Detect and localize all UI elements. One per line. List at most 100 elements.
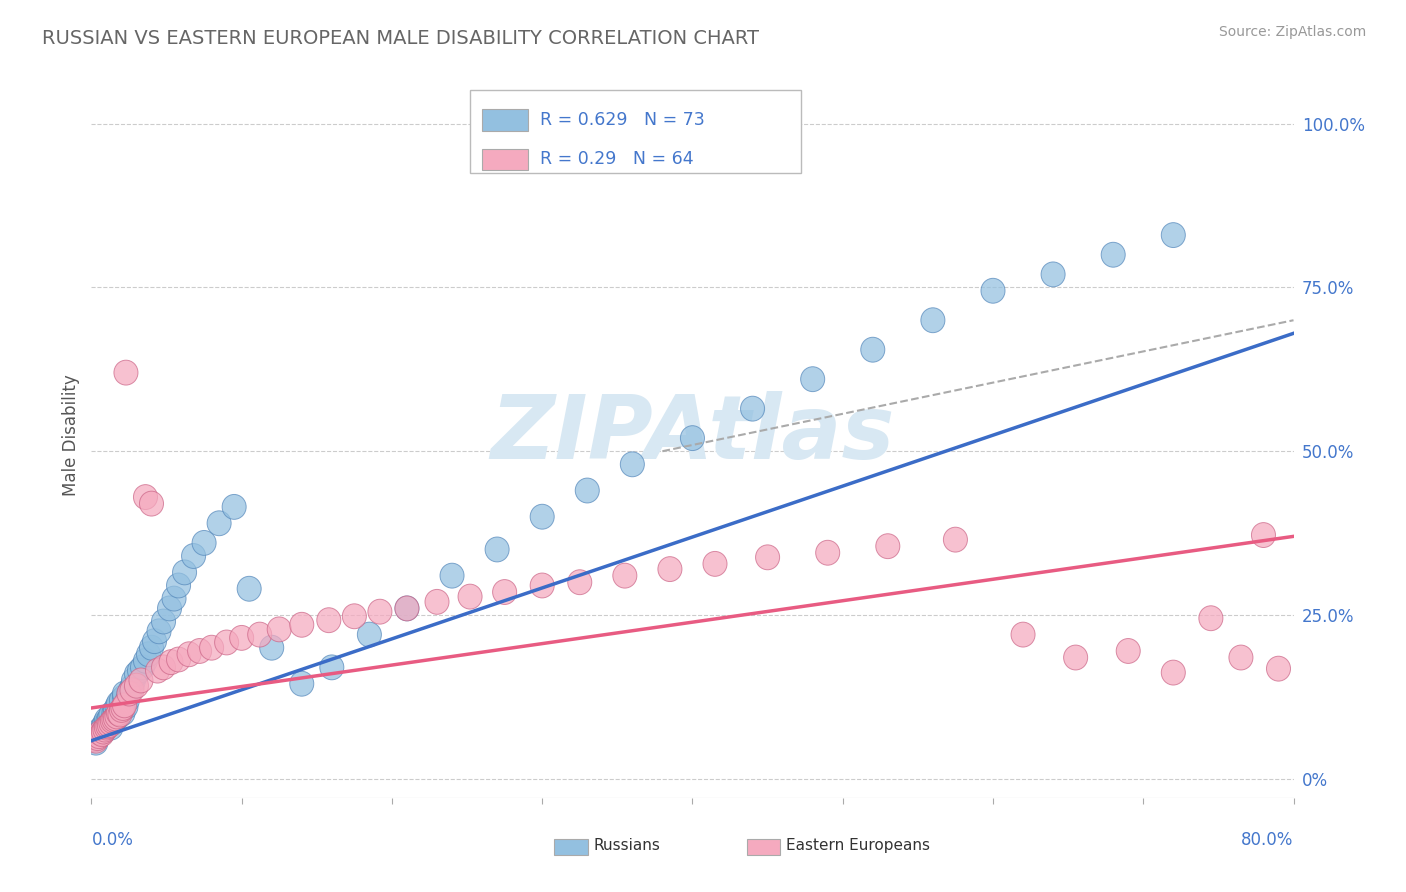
Ellipse shape [89,717,112,742]
Ellipse shape [112,684,136,709]
Ellipse shape [173,560,197,585]
Ellipse shape [101,707,127,732]
Text: R = 0.629   N = 73: R = 0.629 N = 73 [540,111,704,128]
Ellipse shape [118,678,142,703]
Ellipse shape [94,714,118,739]
Ellipse shape [83,727,107,752]
Ellipse shape [800,367,825,392]
Text: 0.0%: 0.0% [91,831,134,849]
Ellipse shape [1251,523,1275,548]
Ellipse shape [114,694,138,719]
Text: Russians: Russians [593,838,661,853]
Ellipse shape [107,701,131,726]
Ellipse shape [97,713,121,738]
Ellipse shape [159,649,183,674]
Ellipse shape [90,721,114,746]
Ellipse shape [145,658,170,683]
Ellipse shape [157,596,181,621]
Ellipse shape [115,688,139,713]
Ellipse shape [98,715,122,740]
Ellipse shape [1229,645,1253,670]
Ellipse shape [91,719,115,744]
Ellipse shape [110,698,134,723]
Ellipse shape [1011,622,1035,647]
Ellipse shape [319,655,344,680]
Ellipse shape [98,702,122,727]
Ellipse shape [112,681,136,706]
Ellipse shape [238,576,262,601]
Ellipse shape [1040,262,1066,287]
Ellipse shape [1063,645,1088,670]
Ellipse shape [104,707,128,732]
Ellipse shape [876,533,900,558]
Ellipse shape [440,563,464,588]
Ellipse shape [142,629,166,654]
Ellipse shape [395,596,419,621]
Ellipse shape [492,580,516,605]
Text: R = 0.29   N = 64: R = 0.29 N = 64 [540,151,693,169]
Ellipse shape [100,708,125,733]
Ellipse shape [177,642,201,666]
Ellipse shape [342,604,367,629]
Text: Source: ZipAtlas.com: Source: ZipAtlas.com [1219,25,1367,39]
Ellipse shape [152,655,176,680]
Ellipse shape [815,541,839,566]
FancyBboxPatch shape [554,839,588,855]
Ellipse shape [187,639,211,664]
Ellipse shape [755,545,779,570]
Ellipse shape [200,635,224,660]
Ellipse shape [83,727,107,752]
Ellipse shape [107,691,131,715]
Ellipse shape [860,337,884,362]
Ellipse shape [575,478,599,503]
Ellipse shape [120,674,143,699]
Ellipse shape [91,719,115,744]
FancyBboxPatch shape [482,109,527,130]
Ellipse shape [181,543,205,568]
Ellipse shape [267,617,291,642]
Text: RUSSIAN VS EASTERN EUROPEAN MALE DISABILITY CORRELATION CHART: RUSSIAN VS EASTERN EUROPEAN MALE DISABIL… [42,29,759,47]
Ellipse shape [530,504,554,529]
Ellipse shape [93,717,117,742]
Y-axis label: Male Disability: Male Disability [62,374,80,496]
Ellipse shape [117,681,141,706]
Ellipse shape [1161,223,1185,248]
Ellipse shape [125,662,149,686]
Ellipse shape [100,711,125,736]
FancyBboxPatch shape [470,89,800,173]
Ellipse shape [703,551,727,576]
Ellipse shape [96,708,120,733]
Ellipse shape [152,609,176,634]
Text: Eastern Europeans: Eastern Europeans [786,838,931,853]
Ellipse shape [111,701,135,726]
Ellipse shape [458,584,482,609]
Ellipse shape [84,731,108,756]
Ellipse shape [148,619,172,644]
Ellipse shape [89,721,112,746]
Ellipse shape [86,723,110,748]
Ellipse shape [681,425,704,450]
Ellipse shape [316,607,340,632]
Ellipse shape [134,484,157,509]
Ellipse shape [110,688,134,713]
Ellipse shape [94,707,118,732]
Ellipse shape [193,531,217,556]
Ellipse shape [1199,606,1223,631]
Ellipse shape [84,728,108,753]
Ellipse shape [108,701,132,726]
Ellipse shape [101,701,127,726]
Ellipse shape [110,698,134,723]
Ellipse shape [166,647,191,672]
Ellipse shape [981,278,1005,303]
Ellipse shape [166,573,191,598]
Ellipse shape [222,494,246,519]
Ellipse shape [485,537,509,562]
Ellipse shape [105,694,129,719]
Ellipse shape [943,527,967,552]
Ellipse shape [568,570,592,595]
Ellipse shape [530,573,554,598]
FancyBboxPatch shape [747,839,780,855]
Ellipse shape [139,491,163,516]
Ellipse shape [395,596,419,621]
Ellipse shape [125,673,149,698]
